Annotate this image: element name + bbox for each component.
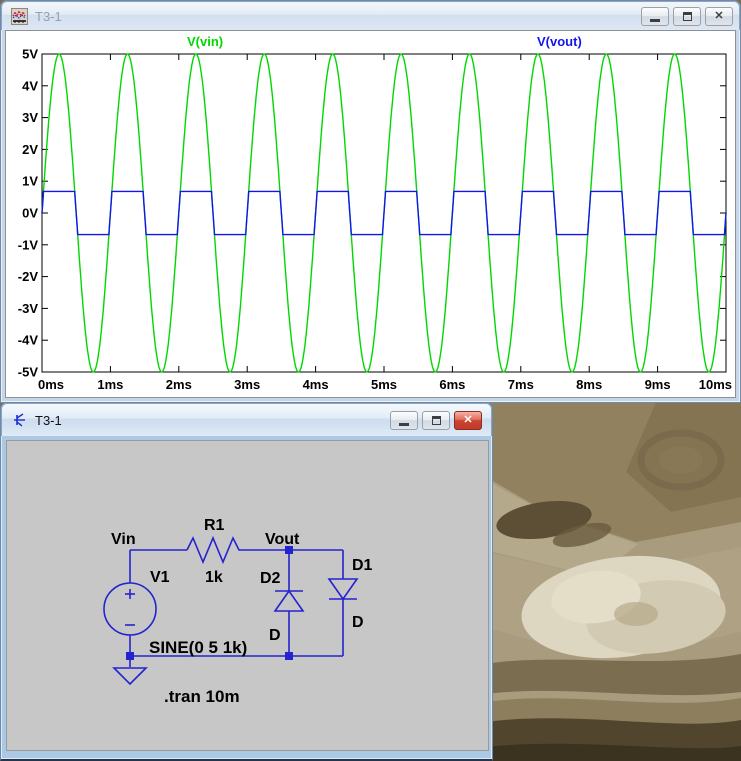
spice-directive[interactable]: .tran 10m xyxy=(164,687,240,706)
waveform-close-button[interactable]: ✕ xyxy=(705,7,733,26)
svg-text:3ms: 3ms xyxy=(234,377,260,392)
d2-model[interactable]: D xyxy=(269,627,281,644)
v1-designator[interactable]: V1 xyxy=(150,569,170,586)
svg-text:-1V: -1V xyxy=(18,237,39,252)
schematic-window-icon xyxy=(11,412,28,429)
close-icon: ✕ xyxy=(463,415,472,426)
desktop: { "waveform_window": { "title": "T3-1", … xyxy=(0,0,741,761)
svg-text:0V: 0V xyxy=(22,206,38,221)
waveform-window: T3-1 ✕ 5V 4V 3V 2V 1V 0V -1V -2V -3V -4V -5V0ms 1ms… xyxy=(0,0,741,403)
svg-text:2V: 2V xyxy=(22,142,38,157)
waveform-window-titlebar[interactable]: T3-1 ✕ xyxy=(1,1,740,30)
svg-text:0ms: 0ms xyxy=(38,377,64,392)
d1-model[interactable]: D xyxy=(352,614,364,631)
svg-text:10ms: 10ms xyxy=(699,377,732,392)
svg-text:3V: 3V xyxy=(22,110,38,125)
r1-value[interactable]: 1k xyxy=(205,569,223,586)
legend-vin[interactable]: V(vin) xyxy=(187,34,223,49)
desktop-background-photo xyxy=(486,402,741,761)
svg-text:6ms: 6ms xyxy=(439,377,465,392)
svg-text:7ms: 7ms xyxy=(508,377,534,392)
ground-symbol[interactable] xyxy=(114,668,146,684)
svg-text:1V: 1V xyxy=(22,174,38,189)
waveform-plot-surface[interactable]: 5V 4V 3V 2V 1V 0V -1V -2V -3V -4V -5V0ms 1ms 2ms 3ms 4… xyxy=(6,31,737,400)
waveform-window-title: T3-1 xyxy=(35,9,62,24)
schematic-window-titlebar[interactable]: T3-1 ✕ xyxy=(1,403,492,436)
schematic-labels: Vin Vout R1 1k V1 D2 D1 D D SINE(0 5 1k)… xyxy=(111,517,373,706)
waveform-window-icon xyxy=(11,8,28,25)
svg-text:4V: 4V xyxy=(22,78,38,93)
v1-value[interactable]: SINE(0 5 1k) xyxy=(149,638,247,657)
diode-d1[interactable] xyxy=(329,579,357,599)
close-icon: ✕ xyxy=(714,11,723,22)
waveform-plot-panel: 5V 4V 3V 2V 1V 0V -1V -2V -3V -4V -5V0ms 1ms 2ms 3ms 4… xyxy=(5,30,736,398)
minimize-icon xyxy=(650,19,660,22)
svg-text:5V: 5V xyxy=(22,47,38,62)
svg-text:1ms: 1ms xyxy=(97,377,123,392)
schematic-drawing: Vin Vout R1 1k V1 D2 D1 D D SINE(0 5 1k)… xyxy=(7,441,488,750)
d2-designator[interactable]: D2 xyxy=(260,570,281,587)
restore-icon xyxy=(683,12,692,21)
svg-text:-4V: -4V xyxy=(18,333,39,348)
svg-text:2ms: 2ms xyxy=(166,377,192,392)
schematic-restore-button[interactable] xyxy=(422,411,450,430)
restore-icon xyxy=(432,416,441,425)
r1-designator[interactable]: R1 xyxy=(204,517,225,534)
waveform-minimize-button[interactable] xyxy=(641,7,669,26)
schematic-window-title: T3-1 xyxy=(35,413,62,428)
d1-designator[interactable]: D1 xyxy=(352,557,373,574)
schematic-minimize-button[interactable] xyxy=(390,411,418,430)
legend-vout[interactable]: V(vout) xyxy=(537,34,582,49)
photo-art xyxy=(486,402,741,761)
minimize-icon xyxy=(399,423,409,426)
svg-text:9ms: 9ms xyxy=(645,377,671,392)
svg-text:5ms: 5ms xyxy=(371,377,397,392)
svg-text:8ms: 8ms xyxy=(576,377,602,392)
svg-text:-3V: -3V xyxy=(18,301,39,316)
svg-text:4ms: 4ms xyxy=(303,377,329,392)
waveform-restore-button[interactable] xyxy=(673,7,701,26)
circuit-wires xyxy=(104,538,357,684)
svg-text:-2V: -2V xyxy=(18,269,39,284)
net-label-vout[interactable]: Vout xyxy=(265,531,300,548)
resistor-r1[interactable] xyxy=(187,538,244,562)
schematic-close-button[interactable]: ✕ xyxy=(454,411,482,430)
diode-d2[interactable] xyxy=(275,591,303,611)
schematic-canvas[interactable]: Vin Vout R1 1k V1 D2 D1 D D SINE(0 5 1k)… xyxy=(6,440,489,751)
net-label-vin[interactable]: Vin xyxy=(111,531,136,548)
schematic-window: T3-1 ✕ xyxy=(0,402,493,761)
svg-text:-5V: -5V xyxy=(18,365,39,380)
